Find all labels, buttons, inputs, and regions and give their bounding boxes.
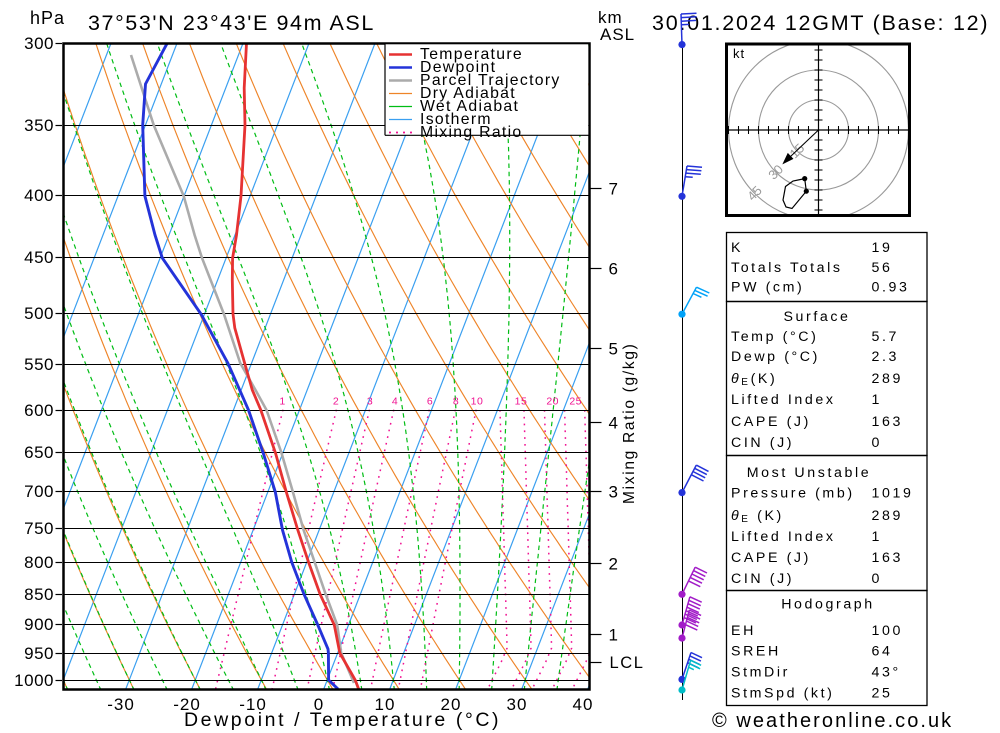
svg-text:Temperature: Temperature (420, 46, 523, 63)
svg-text:2: 2 (609, 555, 618, 574)
svg-text:ASL: ASL (600, 25, 635, 44)
svg-text:5: 5 (609, 340, 618, 359)
svg-text:Mixing Ratio (g/kg): Mixing Ratio (g/kg) (621, 342, 638, 504)
svg-text:2: 2 (333, 396, 339, 408)
svg-text:Pressure (mb): Pressure (mb) (731, 486, 855, 502)
svg-text:289: 289 (872, 508, 903, 524)
svg-text:30.01.2024 12GMT (Base: 12): 30.01.2024 12GMT (Base: 12) (652, 11, 989, 35)
svg-text:kt: kt (733, 46, 745, 61)
svg-text:Lifted Index: Lifted Index (731, 392, 836, 408)
svg-text:550: 550 (24, 355, 54, 374)
svg-text:StmSpd (kt): StmSpd (kt) (731, 686, 835, 702)
svg-text:10: 10 (471, 396, 484, 408)
svg-text:0: 0 (872, 435, 883, 451)
svg-text:CAPE (J): CAPE (J) (731, 414, 811, 430)
svg-text:30: 30 (507, 695, 528, 714)
svg-text:1019: 1019 (872, 486, 914, 502)
svg-text:Wet Adiabat: Wet Adiabat (420, 98, 519, 115)
svg-text:km: km (598, 8, 623, 27)
svg-text:PW (cm): PW (cm) (731, 280, 804, 296)
svg-text:40: 40 (573, 695, 594, 714)
svg-text:37°53'N 23°43'E 94m ASL: 37°53'N 23°43'E 94m ASL (88, 11, 375, 35)
svg-text:20: 20 (441, 695, 462, 714)
svg-text:289: 289 (872, 371, 903, 387)
svg-text:1: 1 (872, 392, 883, 408)
svg-text:Totals Totals: Totals Totals (731, 260, 843, 276)
svg-text:Dry Adiabat: Dry Adiabat (420, 85, 516, 102)
svg-text:Parcel Trajectory: Parcel Trajectory (420, 72, 561, 89)
svg-text:43°: 43° (872, 665, 901, 681)
svg-text:7: 7 (609, 180, 618, 199)
svg-text:450: 450 (24, 248, 54, 267)
svg-text:5.7: 5.7 (872, 329, 900, 345)
svg-text:3: 3 (367, 396, 373, 408)
svg-text:0: 0 (314, 695, 324, 714)
svg-text:6: 6 (609, 260, 618, 279)
svg-text:hPa: hPa (30, 8, 65, 28)
svg-text:Lifted Index: Lifted Index (731, 529, 836, 545)
svg-text:Surface: Surface (783, 309, 850, 325)
svg-text:SREH: SREH (731, 644, 781, 660)
svg-text:19: 19 (872, 240, 893, 256)
svg-text:Dewp (°C): Dewp (°C) (731, 349, 820, 365)
svg-text:StmDir: StmDir (731, 665, 790, 681)
svg-text:350: 350 (24, 116, 54, 135)
svg-text:θE (K): θE (K) (731, 508, 784, 525)
svg-text:CAPE (J): CAPE (J) (731, 550, 811, 566)
svg-text:56: 56 (872, 260, 893, 276)
svg-text:EH: EH (731, 623, 756, 639)
svg-text:600: 600 (24, 401, 54, 420)
svg-text:1: 1 (279, 396, 285, 408)
svg-text:-30: -30 (107, 695, 135, 714)
svg-text:8: 8 (453, 396, 459, 408)
svg-text:1000: 1000 (14, 671, 54, 690)
svg-text:θE(K): θE(K) (731, 371, 777, 388)
svg-text:3: 3 (609, 483, 618, 502)
svg-text:650: 650 (24, 443, 54, 462)
svg-text:15: 15 (515, 396, 528, 408)
svg-text:© weatheronline.co.uk: © weatheronline.co.uk (712, 710, 953, 732)
svg-text:0: 0 (872, 571, 883, 587)
svg-text:25: 25 (569, 396, 582, 408)
svg-text:4: 4 (609, 414, 618, 433)
svg-text:Most Unstable: Most Unstable (747, 465, 871, 481)
svg-text:Dewpoint: Dewpoint (420, 59, 496, 76)
svg-text:K: K (731, 240, 743, 256)
svg-text:163: 163 (872, 414, 903, 430)
svg-text:900: 900 (24, 615, 54, 634)
svg-text:950: 950 (24, 644, 54, 663)
svg-text:20: 20 (546, 396, 559, 408)
svg-text:-20: -20 (173, 695, 201, 714)
svg-text:-10: -10 (239, 695, 267, 714)
svg-text:500: 500 (24, 304, 54, 323)
svg-text:800: 800 (24, 553, 54, 572)
svg-text:CIN (J): CIN (J) (731, 435, 794, 451)
svg-text:1: 1 (609, 626, 618, 645)
svg-text:0.93: 0.93 (872, 280, 910, 296)
svg-text:400: 400 (24, 186, 54, 205)
svg-text:Hodograph: Hodograph (781, 597, 875, 613)
svg-text:700: 700 (24, 482, 54, 501)
svg-text:300: 300 (24, 34, 54, 53)
svg-text:2.3: 2.3 (872, 349, 900, 365)
svg-text:750: 750 (24, 519, 54, 538)
svg-text:LCL: LCL (610, 654, 645, 672)
svg-text:100: 100 (872, 623, 903, 639)
svg-text:25: 25 (872, 686, 893, 702)
svg-text:CIN (J): CIN (J) (731, 571, 794, 587)
svg-text:Temp (°C): Temp (°C) (731, 329, 818, 345)
svg-text:1: 1 (872, 529, 883, 545)
svg-text:64: 64 (872, 644, 893, 660)
svg-text:Isotherm: Isotherm (420, 111, 492, 128)
svg-text:Dewpoint / Temperature (°C): Dewpoint / Temperature (°C) (184, 709, 501, 731)
svg-text:6: 6 (427, 396, 433, 408)
svg-text:163: 163 (872, 550, 903, 566)
svg-text:4: 4 (392, 396, 398, 408)
svg-text:850: 850 (24, 585, 54, 604)
svg-text:Mixing Ratio: Mixing Ratio (420, 124, 523, 141)
svg-text:10: 10 (375, 695, 396, 714)
